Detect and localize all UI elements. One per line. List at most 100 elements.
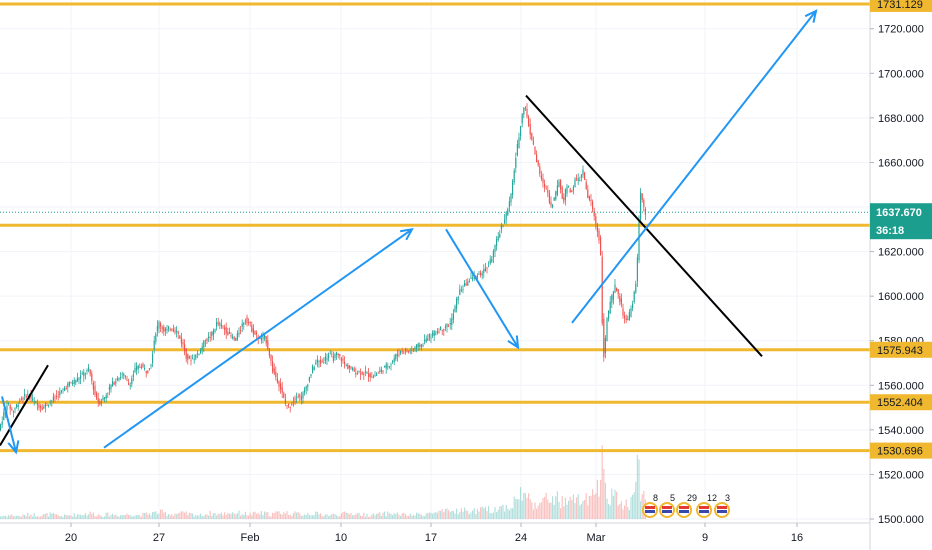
candle-body [84, 373, 86, 375]
volume-bar [430, 512, 432, 519]
candle-body [356, 373, 358, 374]
volume-bar [334, 514, 336, 519]
event-marker[interactable]: 8 [642, 493, 658, 518]
candle-body [182, 342, 184, 345]
candle-body [560, 180, 562, 190]
trend-line[interactable] [0, 364, 49, 446]
volume-bar [406, 515, 408, 519]
candle-body [318, 361, 320, 363]
event-marker[interactable]: 3 [714, 493, 730, 518]
candle-body [504, 219, 506, 224]
volume-bar [596, 479, 598, 519]
candle-body [326, 358, 328, 360]
candle-body [496, 239, 498, 247]
event-marker[interactable]: 12 [696, 493, 717, 518]
volume-bar [286, 511, 288, 519]
volume-bar [488, 505, 490, 519]
candle-body [288, 403, 290, 406]
volume-bar [203, 516, 205, 519]
candle-body [550, 201, 552, 206]
volume-bar [48, 516, 50, 519]
volume-bar [337, 516, 339, 519]
candle-body [488, 265, 490, 267]
candle-body [553, 197, 555, 201]
candle-body [171, 329, 173, 331]
candle-body [436, 331, 438, 333]
volume-bar [446, 508, 448, 519]
candle-body [113, 382, 115, 385]
event-marker[interactable]: 5 [659, 493, 675, 518]
volume-bar [521, 500, 523, 519]
volume-bar [358, 513, 360, 519]
volume-bar [502, 504, 504, 519]
candle-body [528, 116, 530, 126]
arrow-line[interactable] [1, 396, 17, 453]
candle-body [590, 199, 592, 201]
price-axis[interactable] [870, 0, 932, 550]
volume-bar [465, 510, 467, 519]
horizontal-levels[interactable] [0, 2, 870, 453]
price-tick-label: 1620.000 [878, 247, 924, 259]
candle-body [136, 366, 138, 371]
volume-bar [505, 504, 507, 519]
candle-body [462, 289, 464, 291]
candle-body [352, 367, 354, 370]
volume-bar [240, 515, 242, 519]
volume-bar [344, 511, 346, 519]
candle-body [632, 303, 634, 309]
candle-body [412, 348, 414, 350]
volume-bar [427, 512, 429, 519]
volume-bar [88, 514, 90, 519]
candle-body [227, 332, 229, 336]
volume-bar [555, 496, 557, 519]
drawings[interactable] [0, 9, 818, 455]
arrow-line[interactable] [571, 10, 817, 324]
candle-body [451, 318, 453, 326]
candle-body [627, 319, 629, 321]
volume-bar [321, 516, 323, 519]
candle-body [494, 244, 496, 252]
arrow-head [7, 440, 20, 455]
volume-bar [60, 516, 62, 519]
candle-body [619, 295, 621, 302]
arrow-line[interactable] [445, 228, 519, 348]
volume-bar [6, 516, 8, 519]
candle-body [608, 311, 610, 319]
event-marker[interactable]: 29 [676, 493, 697, 518]
volume-bar [388, 513, 390, 519]
candle-body [110, 384, 112, 390]
volume-bar [99, 515, 101, 519]
event-flag-stripe [679, 506, 689, 509]
volume-bar [108, 516, 110, 519]
volume-bar [137, 514, 139, 519]
volume-bar [572, 494, 574, 519]
candle-body [241, 323, 243, 327]
candle-body [561, 187, 563, 199]
volume-bar [464, 507, 466, 519]
candle-body [385, 364, 387, 369]
candle-body [371, 377, 373, 379]
volume-bar [609, 505, 611, 519]
volume-bar [233, 513, 235, 519]
candle-body [30, 394, 32, 399]
candle-body [153, 340, 155, 350]
arrow-line[interactable] [103, 228, 413, 449]
candle-body [76, 377, 78, 382]
event-markers[interactable]: 8 5 29 12 3 [642, 493, 730, 518]
volume-bar [345, 512, 347, 519]
volume-bar [579, 505, 581, 519]
candle-body [176, 330, 178, 333]
level-price-label: 1731.129 [877, 0, 923, 11]
volume-bar [169, 515, 171, 519]
trend-line[interactable] [525, 94, 763, 357]
candle-body [147, 370, 149, 373]
volume-bar [195, 515, 197, 519]
volume-bar [536, 508, 538, 519]
volume-bar [355, 514, 357, 519]
candle-body [92, 382, 94, 390]
candle-body [105, 395, 107, 399]
candle-body [184, 344, 186, 352]
volume-bar [19, 516, 21, 519]
candle-body [364, 371, 366, 373]
